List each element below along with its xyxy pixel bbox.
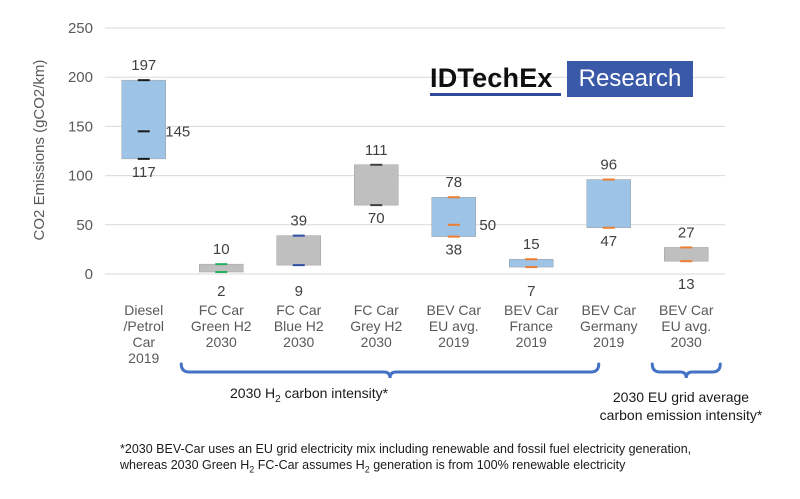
category-label: FC Car Grey H2 2030 <box>350 302 403 350</box>
footnote-line-2: whereas 2030 Green H2 FC-Car assumes H2 … <box>120 458 626 475</box>
h2-bracket-label: 2030 H2 carbon intensity* <box>230 385 389 405</box>
box <box>664 247 709 262</box>
y-tick-label: 150 <box>68 118 93 135</box>
category-label: FC Car Green H2 2030 <box>190 302 252 350</box>
value-label-low: 70 <box>368 210 385 227</box>
category-label: BEV Car France 2019 <box>504 302 559 350</box>
value-label-low: 2 <box>217 283 225 300</box>
category-label: Diesel /Petrol Car 2019 <box>123 302 164 366</box>
footnote-line-1: *2030 BEV-Car uses an EU grid electricit… <box>120 442 692 456</box>
box <box>431 196 476 237</box>
box <box>199 263 244 273</box>
category-label: BEV Car Germany 2019 <box>579 302 638 350</box>
y-tick-label: 0 <box>85 266 93 283</box>
emissions-chart: 0 50 100 150 200 250 197 117 145 10 2 39 9 111 70 78 38… <box>31 20 725 379</box>
value-label-low: 9 <box>295 283 303 300</box>
value-label-high: 39 <box>290 213 307 230</box>
value-label-low: 47 <box>600 233 617 250</box>
value-label-high: 96 <box>600 157 617 174</box>
box <box>586 179 631 229</box>
logo-research-badge: Research <box>566 61 694 97</box>
category-label: FC Car Blue H2 2030 <box>273 302 324 350</box>
y-tick-label: 100 <box>68 168 93 185</box>
grid-bracket <box>650 362 722 379</box>
value-label-low: 117 <box>132 164 156 181</box>
y-tick-label: 50 <box>76 217 93 234</box>
value-label-high: 15 <box>523 236 540 253</box>
brackets <box>179 362 722 379</box>
box <box>121 79 166 160</box>
value-label-mid: 50 <box>479 217 496 234</box>
value-label-low: 13 <box>678 276 695 293</box>
y-axis: 0 50 100 150 200 250 <box>68 20 93 283</box>
value-label-high: 111 <box>365 142 388 159</box>
box <box>276 235 321 266</box>
value-label-high: 197 <box>131 57 156 74</box>
category-label: BEV Car EU avg. 2030 <box>659 302 714 350</box>
y-tick-label: 250 <box>68 20 93 37</box>
y-tick-label: 200 <box>68 69 93 86</box>
logo-wordmark: IDTechEx <box>430 63 561 96</box>
value-label-low: 38 <box>445 242 462 259</box>
category-label: BEV Car EU avg. 2019 <box>426 302 481 350</box>
footnote: *2030 BEV-Car uses an EU grid electricit… <box>120 441 691 478</box>
value-label-high: 27 <box>678 224 695 241</box>
value-labels: 197 117 145 10 2 39 9 111 70 78 38 50 15 7 96 47 27 13 <box>131 57 694 300</box>
h2-bracket <box>179 362 601 379</box>
value-label-low: 7 <box>527 283 535 300</box>
value-label-high: 10 <box>213 241 230 258</box>
box <box>509 258 554 268</box>
gridlines <box>105 27 725 275</box>
value-label-mid: 145 <box>165 123 190 140</box>
idtechex-logo: IDTechEx Research <box>430 60 694 98</box>
boxes <box>121 79 709 274</box>
value-label-high: 78 <box>445 174 462 191</box>
y-axis-title: CO2 Emissions (gCO2/km) <box>31 60 48 241</box>
box <box>354 164 399 206</box>
grid-bracket-label: 2030 EU grid average carbon emission int… <box>599 389 763 423</box>
